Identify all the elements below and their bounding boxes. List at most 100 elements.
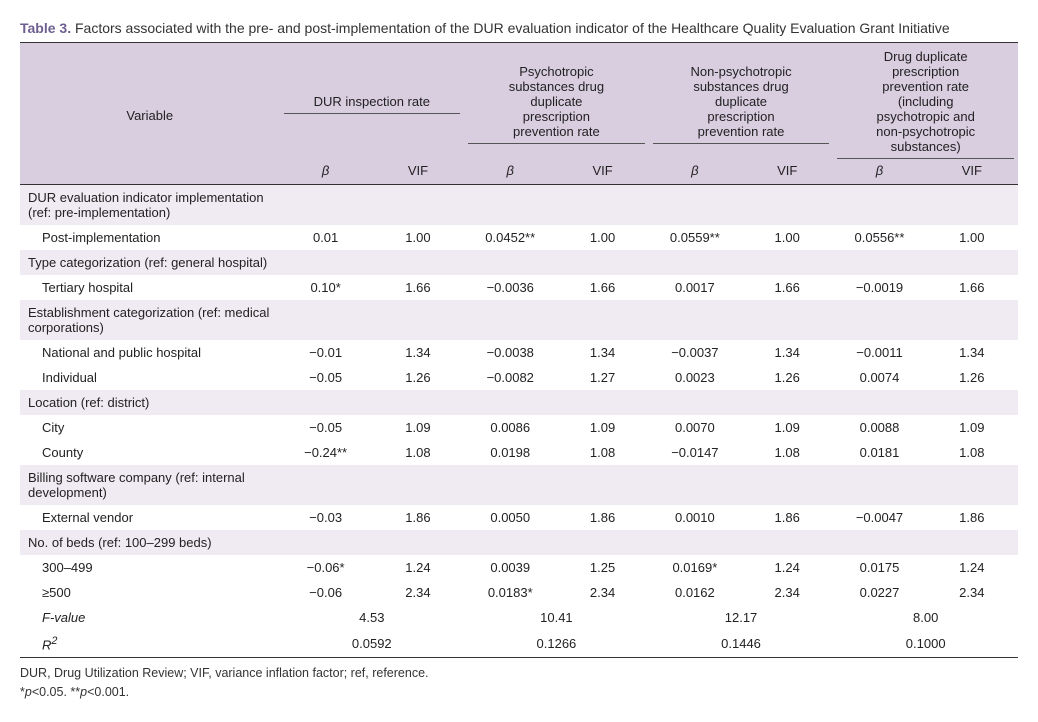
col-group-0: DUR inspection rate [279, 43, 464, 162]
cell [649, 300, 741, 340]
table-caption: Table 3. Factors associated with the pre… [20, 20, 1018, 36]
cell: 0.1266 [464, 630, 649, 658]
cell [926, 390, 1018, 415]
col-beta-1: β [464, 161, 556, 185]
cell: 0.0086 [464, 415, 556, 440]
col-vif-2: VIF [741, 161, 833, 185]
row-label: F-value [20, 605, 279, 630]
cell: 1.86 [926, 505, 1018, 530]
cell: −0.0037 [649, 340, 741, 365]
cell: 1.27 [556, 365, 648, 390]
col-group-2: Non-psychotropic substances drug duplica… [649, 43, 834, 162]
cell [279, 530, 371, 555]
cell: 1.08 [741, 440, 833, 465]
cell: 2.34 [741, 580, 833, 605]
row-label: Individual [20, 365, 279, 390]
cell: 1.34 [556, 340, 648, 365]
cell [372, 300, 464, 340]
col-variable: Variable [20, 43, 279, 185]
row-label: Type categorization (ref: general hospit… [20, 250, 279, 275]
cell: 0.0023 [649, 365, 741, 390]
col-beta-2: β [649, 161, 741, 185]
table-row: Billing software company (ref: internal … [20, 465, 1018, 505]
col-group-3: Drug duplicate prescription prevention r… [833, 43, 1018, 162]
table-row: 300–499−0.06*1.240.00391.250.0169*1.240.… [20, 555, 1018, 580]
caption-label: Table 3. [20, 20, 71, 36]
cell [556, 300, 648, 340]
cell: 1.08 [556, 440, 648, 465]
cell [556, 185, 648, 226]
cell [649, 530, 741, 555]
cell: 1.66 [926, 275, 1018, 300]
cell [649, 465, 741, 505]
cell [556, 530, 648, 555]
row-label: National and public hospital [20, 340, 279, 365]
cell: 0.0181 [833, 440, 925, 465]
row-label: DUR evaluation indicator implementation … [20, 185, 279, 226]
cell: 1.26 [372, 365, 464, 390]
cell: 1.08 [926, 440, 1018, 465]
cell: −0.0147 [649, 440, 741, 465]
cell [279, 185, 371, 226]
cell [464, 465, 556, 505]
cell: −0.0038 [464, 340, 556, 365]
cell [372, 185, 464, 226]
col-beta-3: β [833, 161, 925, 185]
cell [464, 530, 556, 555]
cell: 0.0017 [649, 275, 741, 300]
cell [741, 465, 833, 505]
cell [741, 185, 833, 226]
cell [649, 250, 741, 275]
cell: 1.09 [372, 415, 464, 440]
table-head: Variable DUR inspection rate Psychotropi… [20, 43, 1018, 185]
cell: 1.24 [372, 555, 464, 580]
row-label: ≥500 [20, 580, 279, 605]
cell: 1.00 [372, 225, 464, 250]
row-label: No. of beds (ref: 100–299 beds) [20, 530, 279, 555]
cell: −0.05 [279, 365, 371, 390]
cell [926, 465, 1018, 505]
cell: 1.09 [926, 415, 1018, 440]
row-label: Establishment categorization (ref: medic… [20, 300, 279, 340]
cell: 1.66 [741, 275, 833, 300]
cell [649, 185, 741, 226]
cell: 8.00 [833, 605, 1018, 630]
footnote-line-1: DUR, Drug Utilization Review; VIF, varia… [20, 666, 429, 680]
cell: 0.0175 [833, 555, 925, 580]
cell [833, 530, 925, 555]
cell: 0.0452** [464, 225, 556, 250]
cell [279, 250, 371, 275]
table-row: County−0.24**1.080.01981.08−0.01471.080.… [20, 440, 1018, 465]
cell: 10.41 [464, 605, 649, 630]
table-row: City−0.051.090.00861.090.00701.090.00881… [20, 415, 1018, 440]
table-row: External vendor−0.031.860.00501.860.0010… [20, 505, 1018, 530]
cell [464, 390, 556, 415]
row-label: External vendor [20, 505, 279, 530]
table-row: ≥500−0.062.340.0183*2.340.01622.340.0227… [20, 580, 1018, 605]
cell [649, 390, 741, 415]
cell: 1.00 [556, 225, 648, 250]
cell [833, 250, 925, 275]
cell [556, 465, 648, 505]
row-label: Tertiary hospital [20, 275, 279, 300]
table-row: R20.05920.12660.14460.1000 [20, 630, 1018, 658]
cell: 0.0010 [649, 505, 741, 530]
cell [464, 250, 556, 275]
cell: 0.0198 [464, 440, 556, 465]
cell: 1.26 [741, 365, 833, 390]
cell: 1.86 [372, 505, 464, 530]
cell: −0.0082 [464, 365, 556, 390]
cell: 0.0183* [464, 580, 556, 605]
cell: 1.34 [926, 340, 1018, 365]
cell: −0.0011 [833, 340, 925, 365]
cell: 0.0050 [464, 505, 556, 530]
cell: 1.66 [372, 275, 464, 300]
table-row: No. of beds (ref: 100–299 beds) [20, 530, 1018, 555]
col-vif-1: VIF [556, 161, 648, 185]
row-label: R2 [20, 630, 279, 658]
cell [372, 465, 464, 505]
cell: 1.00 [741, 225, 833, 250]
cell [833, 465, 925, 505]
cell: 1.66 [556, 275, 648, 300]
cell [372, 530, 464, 555]
